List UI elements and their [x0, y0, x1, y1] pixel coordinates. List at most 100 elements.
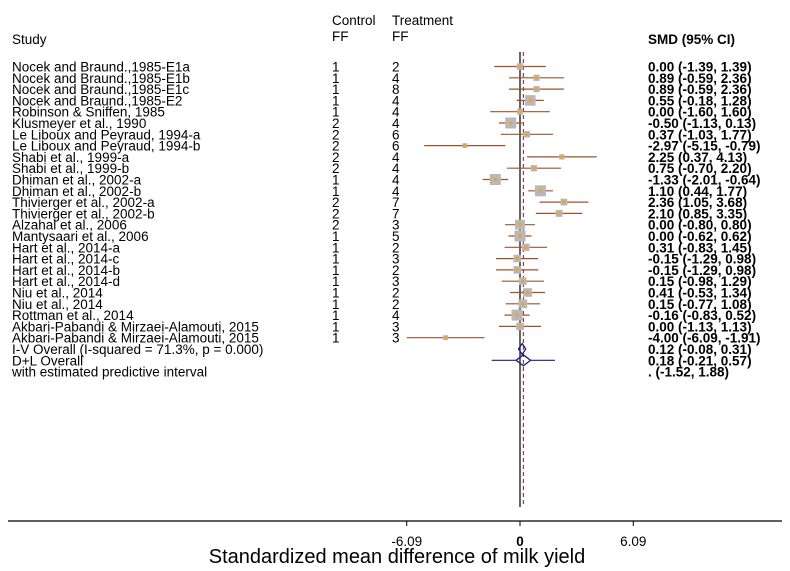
point-estimate: [521, 279, 525, 283]
treatment-value: 2: [392, 263, 400, 278]
ci-value: 0.89 (-0.59, 2.36): [648, 82, 752, 97]
point-estimate: [444, 336, 448, 340]
treatment-value: 7: [392, 206, 400, 221]
control-value: 2: [332, 195, 340, 210]
study-label: Nocek and Braund.,1985-E1c: [12, 82, 189, 97]
control-value: 1: [332, 297, 340, 312]
ci-value: 0.00 (-0.62, 0.62): [648, 229, 752, 244]
ci-value: 0.15 (-0.98, 1.29): [648, 274, 752, 289]
x-tick-label: 0: [516, 534, 524, 549]
treatment-value: 4: [392, 173, 400, 188]
x-tick-label: -6.09: [391, 534, 422, 549]
control-value: 1: [332, 60, 340, 75]
x-tick-label: 6.09: [620, 534, 646, 549]
study-row: Le Liboux and Peyraud, 1994-a 2 6 0.37 (-1.…: [12, 127, 752, 142]
ci-value: 0.00 (-0.80, 0.80): [648, 218, 752, 233]
control-value: 1: [332, 308, 340, 323]
study-label: Akbari-Pabandi & Mirzaei-Alamouti, 2015: [12, 319, 259, 334]
treatment-value: 2: [392, 60, 400, 75]
ci-value: 0.31 (-0.83, 1.45): [648, 240, 752, 255]
point-estimate: [518, 223, 522, 227]
ci-value: 2.36 (1.05, 3.68): [648, 195, 747, 210]
control-value: 1: [332, 105, 340, 120]
control-value: 2: [332, 161, 340, 176]
x-axis: -6.09 0 6.09 Standardized mean difference o…: [8, 520, 782, 568]
treatment-value: 2: [392, 297, 400, 312]
treatment-value: 4: [392, 71, 400, 86]
study-row: Shabi et al., 1999-a 2 4 2.25 (0.37, 4.13): [12, 150, 747, 165]
point-estimate: [528, 98, 532, 102]
treatment-value: 4: [392, 93, 400, 108]
control-value: 1: [332, 184, 340, 199]
study-row: Nocek and Braund.,1985-E1b 1 4 0.89 (-0.59,…: [12, 71, 752, 86]
study-label: Niu et al., 2014: [12, 297, 103, 312]
point-estimate: [532, 166, 536, 170]
control-value: 1: [332, 82, 340, 97]
treatment-value: 4: [392, 116, 400, 131]
treatment-value: 4: [392, 161, 400, 176]
treatment-value: 4: [392, 105, 400, 120]
control-value: 2: [332, 127, 340, 142]
point-estimate: [518, 64, 522, 69]
treatment-value: 2: [392, 240, 400, 255]
control-value: 1: [332, 93, 340, 108]
control-value: 2: [332, 116, 340, 131]
treatment-value: 6: [392, 127, 400, 142]
study-row: Klusmeyer et al., 1990 2 4 -0.50 (-1.13, 0.…: [12, 116, 756, 131]
ci-value: 0.89 (-0.59, 2.36): [648, 71, 752, 86]
treatment-value: 3: [392, 218, 400, 233]
study-label: Hart et al., 2014-b: [12, 263, 120, 278]
summary-row: I-V Overall (I-squared = 71.3%, p = 0.00…: [12, 342, 752, 357]
point-estimate: [518, 110, 522, 114]
ci-value: -2.97 (-5.15, -0.79): [648, 139, 761, 154]
control-value: 1: [332, 240, 340, 255]
study-label: Le Liboux and Peyraud, 1994-b: [12, 139, 200, 154]
study-label: Nocek and Braund.,1985-E1a: [12, 60, 190, 75]
ci-header: SMD (95% CI): [648, 32, 735, 47]
ci-value: -0.15 (-1.29, 0.98): [648, 263, 756, 278]
summary-diamond: [517, 342, 527, 356]
study-header: Study: [12, 32, 47, 47]
control-value: 2: [332, 139, 340, 154]
ci-value: -0.15 (-1.29, 0.98): [648, 252, 756, 267]
treatment-value: 4: [392, 150, 400, 165]
study-label: Klusmeyer et al., 1990: [12, 116, 146, 131]
study-row: Niu et al., 2014 1 2 0.15 (-0.77, 1.08): [12, 297, 752, 312]
control-value: 1: [332, 252, 340, 267]
control-header-top: Control: [332, 13, 376, 28]
summary-row: with estimated predictive interval . (-1.…: [11, 365, 729, 380]
point-estimate: [534, 87, 539, 91]
control-header: FF: [332, 29, 349, 44]
point-estimate: [557, 211, 561, 215]
treatment-value: 3: [392, 252, 400, 267]
summary-ci-value: 0.18 (-0.21, 0.57): [648, 353, 752, 368]
point-estimate: [463, 144, 467, 148]
study-label: Nocek and Braund.,1985-E2: [12, 93, 182, 108]
study-row: Akbari-Pabandi & Mirzaei-Alamouti, 2015 1…: [12, 331, 761, 346]
ci-value: -4.00 (-6.09, -1.91): [648, 331, 761, 346]
control-value: 1: [332, 229, 340, 244]
study-row: Nocek and Braund.,1985-E1c 1 8 0.89 (-0.59,…: [12, 82, 752, 97]
study-row: Niu et al., 2014 1 2 0.41 (-0.53, 1.34): [12, 286, 752, 301]
point-estimate: [521, 302, 525, 306]
study-label: Robinson & Sniffen, 1985: [12, 105, 165, 120]
study-row: Nocek and Braund.,1985-E2 1 4 0.55 (-0.18, …: [12, 93, 752, 108]
study-label: Hart et al., 2014-d: [12, 274, 120, 289]
study-row: Le Liboux and Peyraud, 1994-b 2 6 -2.97 (-5…: [12, 139, 761, 154]
point-estimate: [525, 132, 529, 136]
point-estimate: [509, 121, 513, 125]
point-estimate: [526, 290, 530, 295]
study-row: Hart et al., 2014-d 1 3 0.15 (-0.98, 1.29): [12, 274, 752, 289]
treatment-value: 3: [392, 319, 400, 334]
study-row: Thivierger et al., 2002-b 2 7 2.10 (0.85, 3…: [12, 206, 747, 221]
study-label: Nocek and Braund.,1985-E1b: [12, 71, 190, 86]
treatment-value: 2: [392, 286, 400, 301]
point-estimate: [538, 189, 543, 193]
treatment-value: 6: [392, 139, 400, 154]
ci-value: 0.75 (-0.70, 2.20): [648, 161, 752, 176]
point-estimate: [515, 268, 519, 272]
point-estimate: [515, 313, 519, 317]
study-row: Alzahal et al., 2006 2 3 0.00 (-0.80, 0.80): [12, 218, 752, 233]
